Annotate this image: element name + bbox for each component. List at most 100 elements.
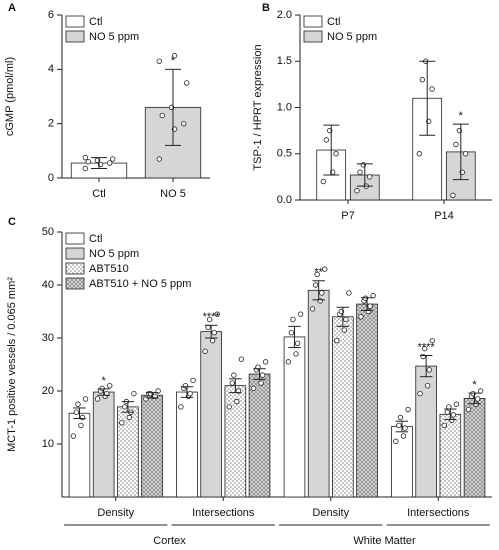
y-axis-label: MCT-1 positive vessels / 0.065 mm²	[6, 277, 18, 452]
y-axis-label: TSP-1 / HPRT expression	[252, 44, 264, 170]
data-point	[367, 303, 373, 309]
data-point	[397, 414, 404, 421]
legend-swatch	[65, 30, 85, 43]
data-point	[75, 401, 81, 407]
data-point	[393, 438, 399, 445]
y-tick-label: 0.0	[277, 194, 292, 206]
y-tick-label: 2	[48, 118, 54, 130]
significance: *	[459, 110, 464, 122]
x-tick-label: Density	[312, 507, 349, 519]
bar	[307, 289, 330, 498]
data-point	[82, 165, 88, 172]
data-point	[181, 120, 187, 127]
data-point	[209, 337, 216, 344]
data-point	[126, 414, 133, 421]
legend-swatch	[65, 262, 85, 275]
data-point	[294, 340, 301, 346]
data-point	[234, 398, 240, 405]
bar	[356, 303, 378, 498]
data-point	[420, 353, 426, 360]
data-point	[159, 112, 165, 119]
data-point	[285, 359, 292, 365]
data-point	[107, 383, 113, 389]
bar	[248, 373, 271, 498]
y-tick-label: 6	[48, 9, 54, 21]
legend-swatch	[65, 277, 85, 290]
data-point	[85, 158, 91, 165]
y-tick-label: 30	[42, 332, 54, 344]
data-point	[206, 316, 213, 323]
data-point	[297, 311, 304, 317]
data-point	[319, 290, 325, 296]
y-tick-label: 0	[48, 172, 54, 184]
data-point	[79, 414, 86, 421]
y-tick-label: 4	[48, 63, 54, 75]
bar	[200, 331, 222, 498]
bar	[92, 391, 115, 498]
data-point	[73, 409, 80, 415]
legend-label: Ctl	[89, 16, 102, 28]
data-point	[465, 406, 472, 413]
data-point	[156, 156, 162, 162]
data-point	[450, 412, 457, 418]
data-point	[119, 420, 125, 426]
y-tick-label: 50	[42, 226, 54, 238]
data-point	[290, 316, 296, 323]
data-point	[405, 406, 411, 413]
data-point	[187, 390, 193, 397]
significance: *	[472, 379, 477, 391]
data-point	[229, 380, 235, 386]
panel-label: B	[262, 2, 270, 14]
data-point	[343, 316, 349, 323]
y-tick-label: 40	[42, 279, 54, 291]
y-tick-label: 0.5	[277, 148, 292, 160]
data-point	[226, 404, 232, 410]
group-label: White Matter	[353, 535, 416, 547]
y-axis-label: cGMP (pmol/ml)	[4, 57, 16, 136]
significance: **	[314, 267, 323, 279]
x-tick-label: Intersections	[407, 507, 470, 519]
data-point	[424, 383, 431, 389]
data-point	[205, 324, 211, 331]
data-point	[453, 401, 460, 407]
y-tick-label: 20	[42, 385, 54, 397]
data-point	[441, 422, 447, 429]
legend-swatch	[303, 30, 323, 43]
data-point	[462, 151, 469, 157]
bar	[332, 316, 354, 498]
data-point	[358, 314, 364, 320]
y-tick-label: 1.0	[277, 101, 292, 113]
data-point	[453, 141, 459, 148]
data-point	[293, 351, 299, 357]
x-tick-label: Intersections	[192, 507, 255, 519]
data-point	[259, 372, 266, 378]
data-point	[366, 174, 373, 180]
legend-label: NO 5 ppm	[89, 31, 139, 43]
legend-label: Ctl	[89, 233, 102, 245]
legend-swatch	[65, 15, 85, 28]
data-point	[262, 359, 269, 365]
bar	[463, 398, 486, 498]
data-point	[171, 53, 178, 59]
panel-label: A	[8, 2, 16, 14]
legend-swatch	[65, 247, 85, 260]
bar	[412, 97, 443, 201]
data-point	[82, 154, 88, 161]
data-point	[231, 372, 237, 378]
data-point	[143, 396, 149, 402]
data-point	[357, 169, 363, 175]
x-tick-label: P14	[434, 210, 454, 222]
data-point	[288, 330, 295, 336]
data-point	[450, 192, 456, 199]
data-point	[202, 348, 208, 354]
data-point	[82, 396, 89, 402]
data-point	[416, 151, 423, 157]
data-point	[417, 390, 423, 397]
significance: ****	[418, 341, 436, 353]
data-point	[370, 292, 376, 299]
legend-label: ABT510	[89, 263, 129, 275]
data-point	[156, 58, 162, 64]
data-point	[122, 404, 128, 410]
data-point	[131, 390, 137, 397]
